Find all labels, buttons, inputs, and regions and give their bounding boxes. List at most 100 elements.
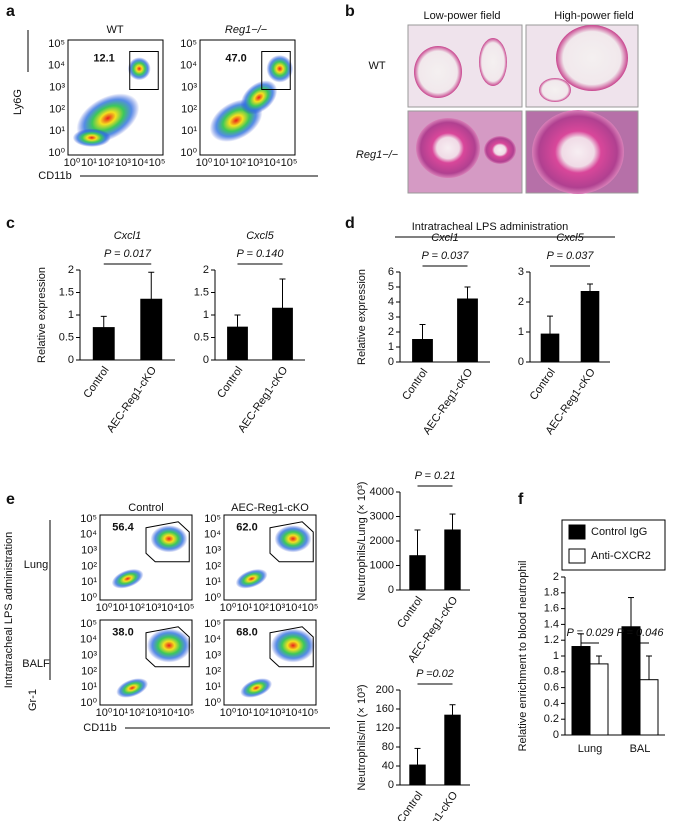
bar — [140, 298, 163, 361]
flow-tick: 10³ — [115, 157, 131, 169]
bar — [444, 714, 461, 786]
flow-tick: 10² — [205, 560, 221, 572]
column-header: High-power field — [554, 10, 633, 22]
flow-tick: 10⁰ — [96, 707, 113, 719]
flow-tick: 10⁵ — [204, 618, 221, 630]
y-tick-label: 0.4 — [544, 697, 559, 709]
column-header: AEC-Reg1-cKO — [231, 502, 309, 514]
panel-title: Intratracheal LPS administration — [412, 221, 569, 233]
flow-tick: 10¹ — [236, 602, 252, 614]
bar — [92, 327, 115, 361]
y-axis-label: Ly6G — [12, 89, 24, 115]
x-tick-label: Control — [395, 595, 425, 631]
gate-percent: 12.1 — [93, 52, 114, 64]
y-tick-label: 0.5 — [194, 331, 209, 343]
y-tick-label: 1 — [518, 326, 524, 338]
flow-tick: 10³ — [49, 82, 65, 94]
x-tick-label: Control — [400, 367, 430, 403]
y-tick-label: 0 — [388, 779, 394, 791]
y-tick-label: 1 — [203, 309, 209, 321]
x-tick-label: Control — [215, 365, 245, 401]
gate — [269, 626, 314, 668]
flow-tick: 10⁵ — [204, 513, 221, 525]
y-tick-label: 1.2 — [544, 634, 559, 646]
x-tick-label: Control — [395, 790, 425, 821]
density — [235, 568, 268, 589]
y-tick-label: 3000 — [370, 510, 394, 522]
y-tick-label: 1.8 — [544, 587, 559, 599]
y-tick-label: 0 — [388, 356, 394, 368]
row-label: Reg1−/− — [356, 149, 399, 161]
density — [270, 628, 316, 663]
flow-tick: 10⁵ — [80, 513, 97, 525]
p-value: P = 0.029 — [567, 627, 614, 639]
flow-tick: 10⁰ — [80, 592, 97, 604]
flow-tick: 10⁰ — [80, 697, 97, 709]
panel-label: a — [6, 3, 15, 20]
flow-tick: 10¹ — [81, 576, 97, 588]
flow-tick: 10⁴ — [204, 529, 221, 541]
density — [127, 57, 151, 81]
x-tick-label: Control — [528, 367, 558, 403]
flow-tick: 10¹ — [81, 157, 97, 169]
flow-tick: 10⁴ — [285, 707, 302, 719]
y-tick-label: 0.5 — [59, 331, 74, 343]
density — [274, 525, 312, 553]
gate-percent: 47.0 — [225, 52, 246, 64]
panel-label: c — [6, 215, 15, 232]
bar — [639, 679, 659, 736]
flow-tick: 10⁵ — [178, 602, 195, 614]
y-tick-label: 2 — [518, 296, 524, 308]
flow-tick: 10² — [129, 707, 145, 719]
legend-swatch — [568, 548, 586, 564]
bar — [227, 326, 248, 361]
bar — [409, 555, 426, 591]
y-axis-label: Relative enrichment to blood neutrophil — [517, 561, 529, 752]
gate-percent: 56.4 — [112, 522, 134, 534]
bar — [409, 764, 426, 786]
legend-label: Anti-CXCR2 — [591, 550, 651, 562]
flow-tick: 10¹ — [49, 125, 65, 137]
bar — [571, 646, 591, 736]
flow-tick: 10⁰ — [48, 147, 65, 159]
p-value: P = 0.140 — [237, 248, 285, 260]
y-tick-label: 2 — [203, 264, 209, 276]
y-tick-label: 4000 — [370, 486, 394, 498]
legend-swatch — [568, 524, 586, 540]
chart-title: Cxcl5 — [246, 230, 274, 242]
bar — [272, 307, 293, 361]
p-value: P = 0.21 — [415, 470, 456, 482]
flow-tick: 10⁰ — [180, 147, 197, 159]
bar — [589, 663, 609, 736]
flow-tick: 10³ — [205, 545, 221, 557]
flow-tick: 10³ — [247, 157, 263, 169]
y-axis-label: Relative expression — [36, 267, 48, 363]
y-tick-label: 4 — [388, 296, 394, 308]
y-tick-label: 2 — [553, 571, 559, 583]
flow-tick: 10⁴ — [264, 157, 281, 169]
flow-tick: 10⁵ — [281, 157, 298, 169]
density — [72, 128, 111, 147]
plot-title: WT — [106, 24, 123, 36]
flow-tick: 10³ — [205, 650, 221, 662]
flow-tick: 10³ — [269, 602, 285, 614]
gate — [261, 51, 291, 90]
gate — [145, 521, 190, 563]
flow-tick: 10⁵ — [149, 157, 166, 169]
row-label: WT — [368, 60, 385, 72]
y-tick-label: 0.8 — [544, 666, 559, 678]
x-tick-label: AEC-Reg1-cKO — [421, 366, 476, 437]
y-axis-label: Neutrophils/ml (× 10³) — [356, 684, 368, 790]
p-value: P = 0.017 — [104, 248, 152, 260]
y-tick-label: 1 — [68, 309, 74, 321]
chart-title: Cxcl1 — [431, 232, 459, 244]
panel-label: e — [6, 491, 15, 508]
chart-title: Cxcl5 — [556, 232, 584, 244]
y-axis-label: Relative expression — [356, 269, 368, 365]
density — [240, 678, 273, 698]
bar — [540, 333, 560, 363]
y-tick-label: 1.5 — [59, 286, 74, 298]
y-tick-label: 5 — [388, 281, 394, 293]
flow-tick: 10⁰ — [64, 157, 81, 169]
